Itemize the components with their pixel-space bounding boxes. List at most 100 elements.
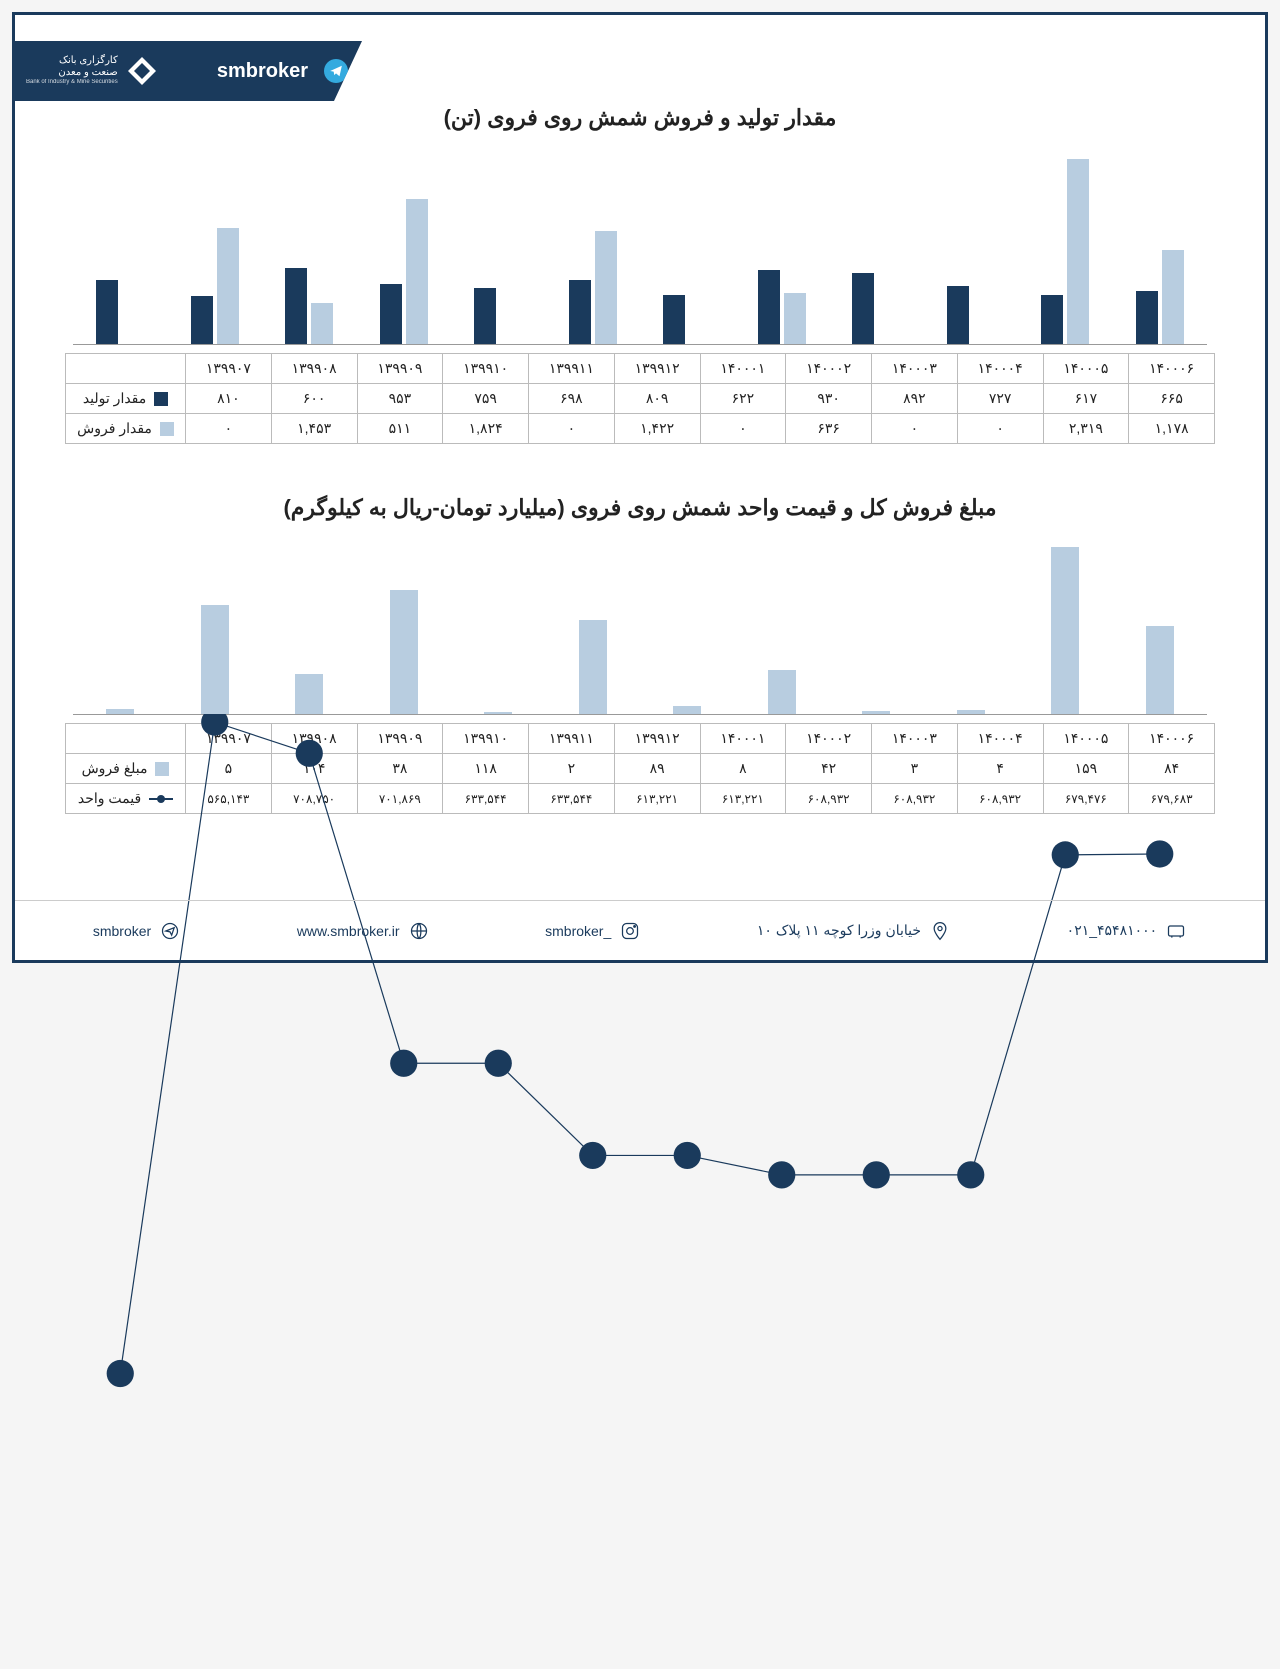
chart2-bar bbox=[1051, 547, 1079, 714]
chart1-category-slot bbox=[451, 145, 546, 344]
chart2-bar-cell: ۵ bbox=[186, 754, 272, 784]
chart2-category-slot bbox=[168, 535, 263, 714]
chart2-line-cell: ۶۳۳,۵۴۴ bbox=[443, 784, 529, 814]
chart1-category-slot bbox=[1113, 145, 1208, 344]
chart1-series-label: مقدار تولید bbox=[66, 384, 186, 414]
chart2-title: مبلغ فروش کل و قیمت واحد شمش روی فروی (م… bbox=[65, 495, 1215, 521]
chart1-value-cell: ۸۱۰ bbox=[186, 384, 272, 414]
chart2-category-slot bbox=[357, 535, 452, 714]
chart1-bar bbox=[663, 295, 685, 345]
chart1-value-cell: ۸۹۲ bbox=[872, 384, 958, 414]
chart2-bar-cell: ۴۲ bbox=[786, 754, 872, 784]
chart2-bar-cell: ۱۱۸ bbox=[443, 754, 529, 784]
chart1-category-slot bbox=[735, 145, 830, 344]
footer-website: www.smbroker.ir bbox=[297, 920, 430, 942]
chart1-value-cell: ۰ bbox=[872, 414, 958, 444]
chart1-value-cell: ۶۲۲ bbox=[700, 384, 786, 414]
chart2-data-table: ۱۳۹۹۰۷۱۳۹۹۰۸۱۳۹۹۰۹۱۳۹۹۱۰۱۳۹۹۱۱۱۳۹۹۱۲۱۴۰۰… bbox=[65, 723, 1215, 814]
chart1-value-cell: ۷۲۷ bbox=[957, 384, 1043, 414]
footer-website-text: www.smbroker.ir bbox=[297, 923, 400, 939]
chart1-value-cell: ۱,۸۲۴ bbox=[443, 414, 529, 444]
header-banner: کارگزاری بانک صنعت و معدن Bank of Indust… bbox=[12, 41, 362, 101]
chart1-plot bbox=[73, 145, 1207, 345]
chart2-category-label: ۱۴۰۰۰۲ bbox=[786, 724, 872, 754]
chart2-bar bbox=[1146, 626, 1174, 714]
chart2-category-label: ۱۳۹۹۰۹ bbox=[357, 724, 443, 754]
chart2-bar-cell: ۴ bbox=[957, 754, 1043, 784]
chart2-category-label: ۱۴۰۰۰۵ bbox=[1043, 724, 1129, 754]
chart2-bar-cell: ۱۰۴ bbox=[271, 754, 357, 784]
chart2-category-label: ۱۳۹۹۱۱ bbox=[529, 724, 615, 754]
chart1-bar bbox=[191, 296, 213, 344]
chart1-value-cell: ۱,۴۵۳ bbox=[271, 414, 357, 444]
chart2-bar bbox=[484, 712, 512, 714]
chart1-category-label: ۱۳۹۹۰۷ bbox=[186, 354, 272, 384]
chart1-value-cell: ۹۵۳ bbox=[357, 384, 443, 414]
chart2-bar bbox=[768, 670, 796, 714]
chart1-category-label: ۱۴۰۰۰۳ bbox=[872, 354, 958, 384]
chart1-category-label: ۱۳۹۹۱۰ bbox=[443, 354, 529, 384]
chart2-line-label: قیمت واحد bbox=[66, 784, 186, 814]
chart1-value-cell: ۰ bbox=[700, 414, 786, 444]
chart2-bar bbox=[579, 620, 607, 714]
chart1-section: مقدار تولید و فروش شمش روی فروی (تن) ۱۳۹… bbox=[65, 105, 1215, 475]
chart2-line-cell: ۶۷۹,۶۸۳ bbox=[1129, 784, 1215, 814]
chart2-category-slot bbox=[1113, 535, 1208, 714]
telegram-icon bbox=[324, 59, 348, 83]
footer-address-text: خیابان وزرا کوچه ۱۱ پلاک ۱۰ bbox=[757, 922, 921, 939]
footer-instagram: smbroker_ bbox=[545, 920, 641, 942]
chart1-value-cell: ۰ bbox=[529, 414, 615, 444]
chart2-line-cell: ۶۱۳,۲۲۱ bbox=[700, 784, 786, 814]
chart1-value-cell: ۲,۳۱۹ bbox=[1043, 414, 1129, 444]
chart2-bar-cell: ۳ bbox=[872, 754, 958, 784]
chart1-category-slot bbox=[1018, 145, 1113, 344]
chart1-category-slot bbox=[357, 145, 452, 344]
chart2-bar bbox=[673, 706, 701, 714]
phone-icon bbox=[1165, 920, 1187, 942]
chart1-bar bbox=[311, 303, 333, 344]
chart2-line-cell: ۶۳۳,۵۴۴ bbox=[529, 784, 615, 814]
paper-plane-icon bbox=[159, 920, 181, 942]
chart1-category-label: ۱۴۰۰۰۵ bbox=[1043, 354, 1129, 384]
chart1-bar bbox=[852, 273, 874, 344]
chart1-value-cell: ۶۹۸ bbox=[529, 384, 615, 414]
chart1-category-label: ۱۳۹۹۰۹ bbox=[357, 354, 443, 384]
footer: ۰۲۱_۴۵۴۸۱۰۰۰ خیابان وزرا کوچه ۱۱ پلاک ۱۰… bbox=[15, 900, 1265, 960]
chart1-category-label: ۱۳۹۹۰۸ bbox=[271, 354, 357, 384]
chart1-value-cell: ۱,۱۷۸ bbox=[1129, 414, 1215, 444]
company-logo: کارگزاری بانک صنعت و معدن Bank of Indust… bbox=[26, 55, 158, 87]
chart1-category-slot bbox=[73, 145, 168, 344]
chart2-category-slot bbox=[73, 535, 168, 714]
location-icon bbox=[929, 920, 951, 942]
chart1-value-cell: ۶۶۵ bbox=[1129, 384, 1215, 414]
logo-sub: Bank of Industry & Mine Securities bbox=[26, 79, 118, 86]
chart1-category-label: ۱۳۹۹۱۱ bbox=[529, 354, 615, 384]
chart1-value-cell: ۷۵۹ bbox=[443, 384, 529, 414]
chart1-bar bbox=[595, 231, 617, 344]
chart2-bar bbox=[390, 590, 418, 714]
chart2-category-label: ۱۳۹۹۱۲ bbox=[614, 724, 700, 754]
broker-name: smbroker bbox=[217, 60, 308, 83]
chart2-line-cell: ۶۰۸,۹۳۲ bbox=[957, 784, 1043, 814]
footer-instagram-text: smbroker_ bbox=[545, 923, 611, 939]
chart2-line-cell: ۷۰۸,۷۵۰ bbox=[271, 784, 357, 814]
chart1-category-label: ۱۴۰۰۰۱ bbox=[700, 354, 786, 384]
chart1-bar bbox=[947, 286, 969, 344]
chart2-line-cell: ۶۰۸,۹۳۲ bbox=[786, 784, 872, 814]
footer-telegram-text: smbroker bbox=[93, 923, 151, 939]
chart1-bar bbox=[474, 288, 496, 344]
chart2-line-cell: ۵۶۵,۱۴۳ bbox=[186, 784, 272, 814]
chart2-category-slot bbox=[451, 535, 546, 714]
chart1-category-slot bbox=[168, 145, 263, 344]
chart2-category-label: ۱۴۰۰۰۱ bbox=[700, 724, 786, 754]
chart1-bar bbox=[1041, 295, 1063, 344]
logo-line2: صنعت و معدن bbox=[26, 67, 118, 79]
chart2-line-cell: ۶۰۸,۹۳۲ bbox=[872, 784, 958, 814]
chart2-bar bbox=[106, 709, 134, 714]
chart1-title: مقدار تولید و فروش شمش روی فروی (تن) bbox=[65, 105, 1215, 131]
chart2-category-label: ۱۴۰۰۰۶ bbox=[1129, 724, 1215, 754]
chart1-value-cell: ۶۰۰ bbox=[271, 384, 357, 414]
chart2-plot bbox=[73, 535, 1207, 715]
chart2-bar-cell: ۸۹ bbox=[614, 754, 700, 784]
chart1-category-label: ۱۳۹۹۱۲ bbox=[614, 354, 700, 384]
